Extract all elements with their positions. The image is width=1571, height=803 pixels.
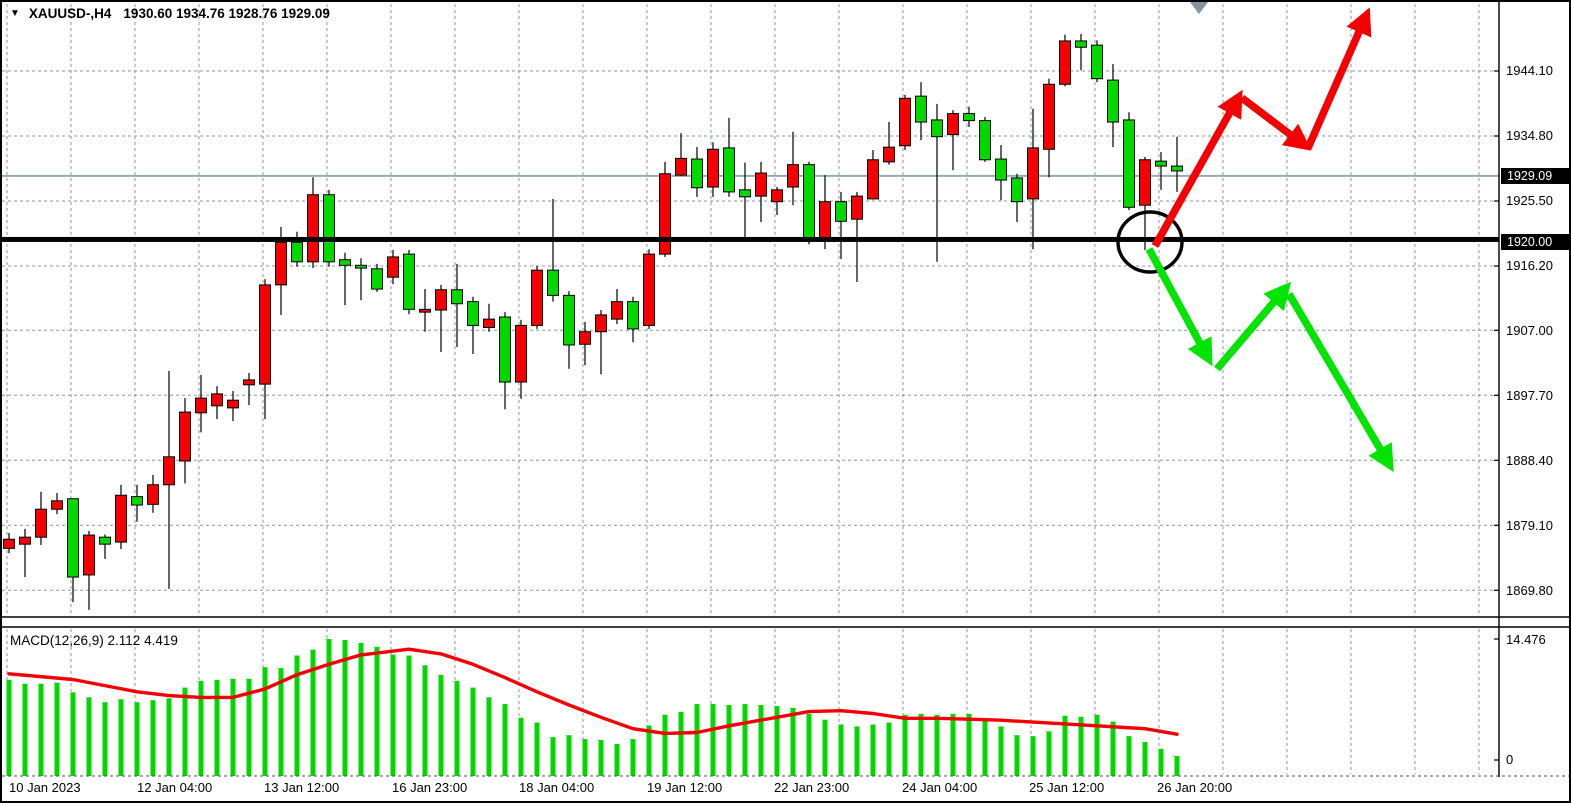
time-axis-label: 16 Jan 23:00 [392, 780, 468, 795]
ohlc-values: 1930.60 1934.76 1928.76 1929.09 [123, 6, 330, 21]
price-axis-label: 1916.20 [1506, 258, 1553, 273]
time-axis-label: 26 Jan 20:00 [1157, 780, 1233, 795]
price-axis-label: 1925.50 [1506, 193, 1553, 208]
price-axis-label: 1944.10 [1506, 63, 1553, 78]
price-axis-label: 1888.40 [1506, 453, 1553, 468]
time-axis-label: 22 Jan 23:00 [774, 780, 850, 795]
price-axis-label: 1934.80 [1506, 128, 1553, 143]
chart-shift-icon[interactable] [1190, 2, 1208, 14]
price-axis-label: 1897.70 [1506, 388, 1553, 403]
price-axis-label: 1869.80 [1506, 583, 1553, 598]
time-axis-label: 12 Jan 04:00 [137, 780, 213, 795]
macd-indicator-label: MACD(12,26,9) 2.112 4.419 [10, 633, 178, 648]
macd-axis-zero-label: 0 [1506, 752, 1514, 767]
time-axis-label: 13 Jan 12:00 [264, 780, 340, 795]
time-axis-label: 19 Jan 12:00 [647, 780, 723, 795]
symbol-period-label: XAUUSD-,H4 [28, 6, 112, 21]
symbol-dropdown-icon[interactable]: ▼ [10, 8, 20, 19]
time-axis-label: 10 Jan 2023 [9, 780, 81, 795]
current-price-tag: 1929.09 [1501, 168, 1569, 184]
time-axis-label: 24 Jan 04:00 [902, 780, 978, 795]
price-axis-label: 1879.10 [1506, 518, 1553, 533]
macd-axis-max-label: 14.476 [1506, 632, 1546, 647]
time-axis-label: 18 Jan 04:00 [519, 780, 595, 795]
level-price-tag: 1920.00 [1501, 234, 1569, 250]
time-axis-label: 25 Jan 12:00 [1029, 780, 1105, 795]
price-axis-label: 1907.00 [1506, 323, 1553, 338]
chart-title: ▼ XAUUSD-,H4 1930.60 1934.76 1928.76 1929.… [10, 6, 330, 21]
